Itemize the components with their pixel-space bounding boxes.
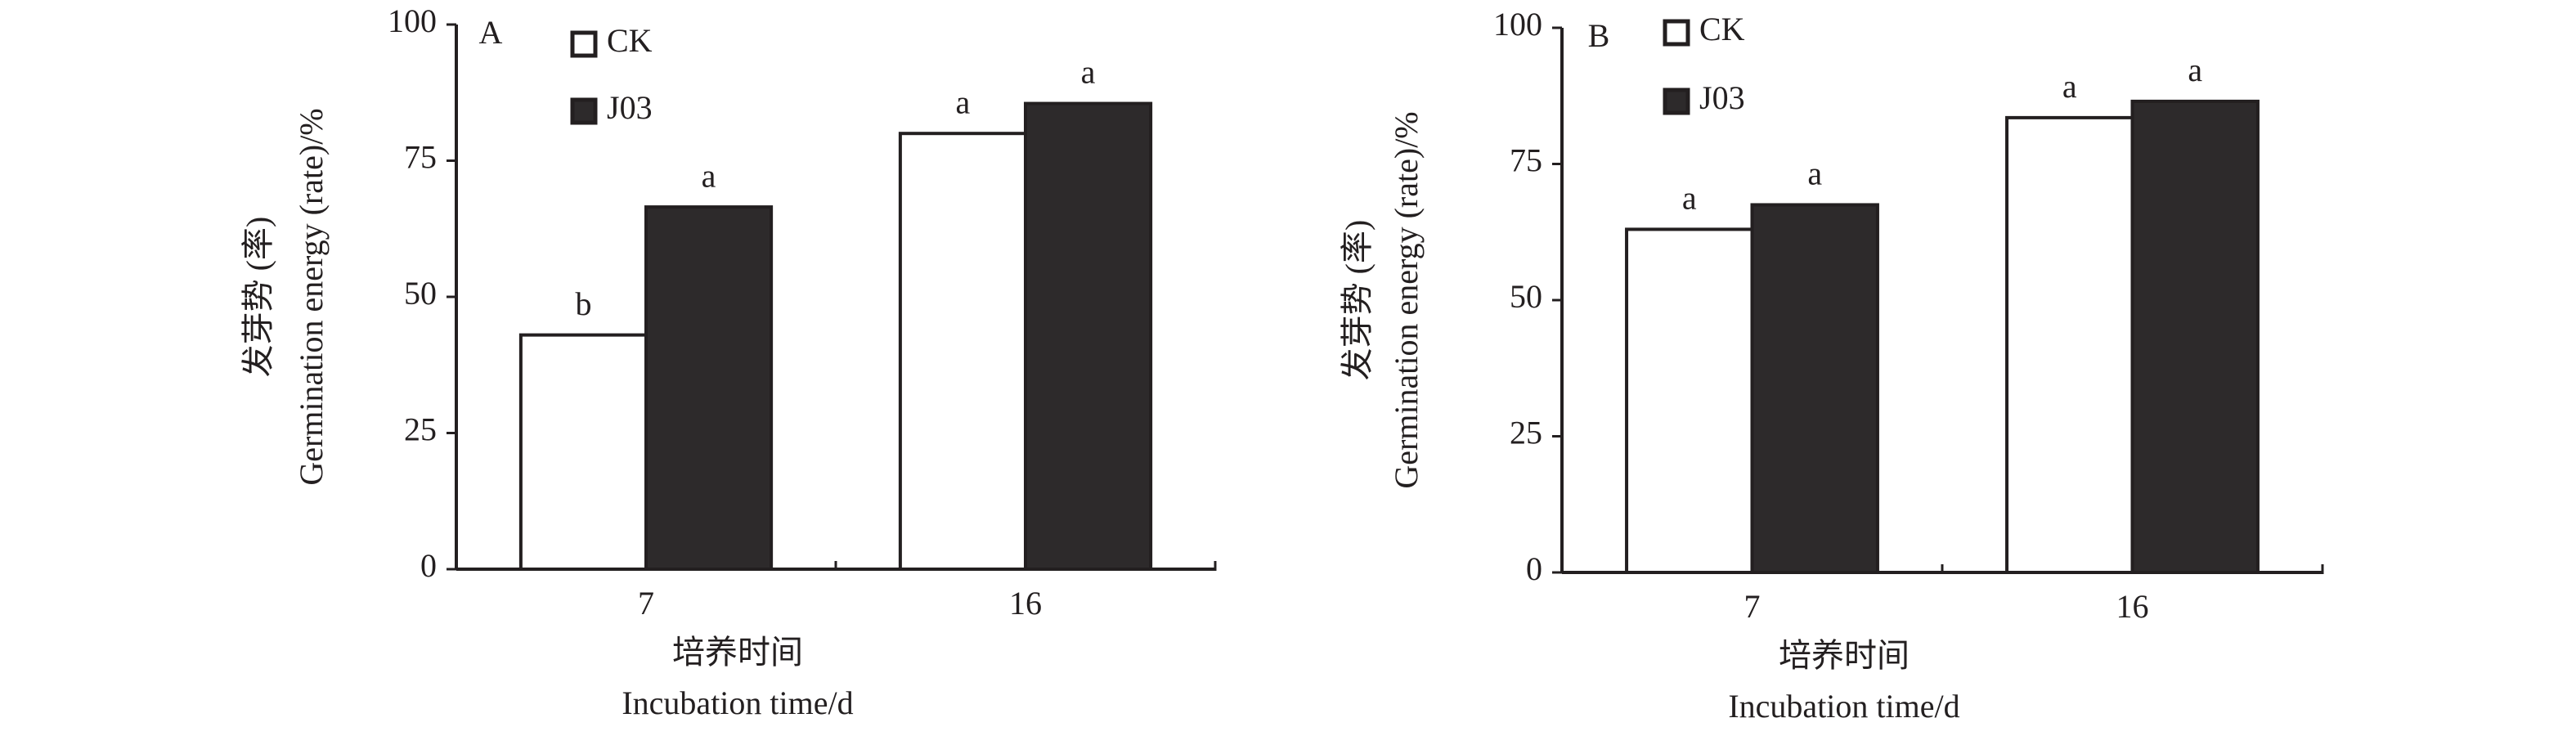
significance-letter: a: [1081, 54, 1096, 91]
y-tick-label: 100: [388, 2, 437, 39]
y-tick-label: 75: [404, 139, 437, 176]
bar: [644, 205, 774, 572]
bar: [2005, 115, 2134, 574]
y-tick-label: 50: [1510, 278, 1542, 315]
legend-label: J03: [1699, 79, 1745, 116]
legend-label: CK: [607, 22, 653, 59]
legend-swatch: [570, 30, 598, 58]
panel-label: B: [1588, 17, 1610, 54]
y-tick-label: 100: [1493, 6, 1542, 43]
y-axis-label: 发芽势 (率): [240, 217, 276, 378]
panel-label: A: [479, 14, 503, 51]
x-tick-label: 16: [1009, 585, 1042, 622]
bar: [518, 333, 648, 571]
significance-letter: a: [1682, 180, 1697, 217]
bar: [1625, 227, 1754, 574]
legend-swatch: [1663, 88, 1690, 115]
significance-letter: b: [575, 285, 591, 322]
y-tick-label: 25: [404, 411, 437, 448]
x-tick-label: 7: [1744, 588, 1761, 625]
y-tick-label: 25: [1510, 415, 1542, 451]
bar: [2130, 99, 2260, 575]
significance-letter: a: [1807, 155, 1822, 192]
significance-letter: a: [956, 83, 971, 120]
bar: [1750, 203, 1879, 574]
x-axis-label: 培养时间: [672, 634, 803, 671]
x-axis-label: Incubation time/d: [622, 684, 853, 721]
chart: b a a a 0 25 50 75 100 7 16 培养时间 Incubation time/d 发芽…: [240, 2, 1217, 721]
x-axis-label: 培养时间: [1779, 637, 1910, 674]
y-axis-label: Germination energy (rate)/%: [293, 108, 330, 485]
significance-letter: a: [2188, 52, 2202, 88]
legend-swatch: [1663, 19, 1690, 47]
legend-swatch: [570, 97, 598, 125]
legend-label: J03: [607, 89, 653, 126]
x-axis-label: Incubation time/d: [1728, 688, 1959, 725]
x-tick-label: 7: [638, 585, 654, 622]
significance-letter: a: [702, 157, 716, 194]
x-tick-label: 16: [2116, 588, 2149, 625]
y-axis-label: Germination energy (rate)/%: [1388, 111, 1425, 488]
y-tick-label: 50: [404, 275, 437, 312]
bar: [898, 132, 1027, 571]
legend-label: CK: [1699, 11, 1745, 47]
y-tick-label: 0: [1526, 550, 1542, 587]
y-tick-label: 0: [420, 547, 437, 584]
y-tick-label: 75: [1510, 142, 1542, 179]
y-axis-label: 发芽势 (率): [1339, 220, 1376, 381]
chart: a a a a 0 25 50 75 100 7 16 培养时间 Incubation time/d 发芽…: [1339, 6, 2324, 725]
significance-letter: a: [2062, 68, 2077, 105]
bar: [1024, 101, 1153, 571]
